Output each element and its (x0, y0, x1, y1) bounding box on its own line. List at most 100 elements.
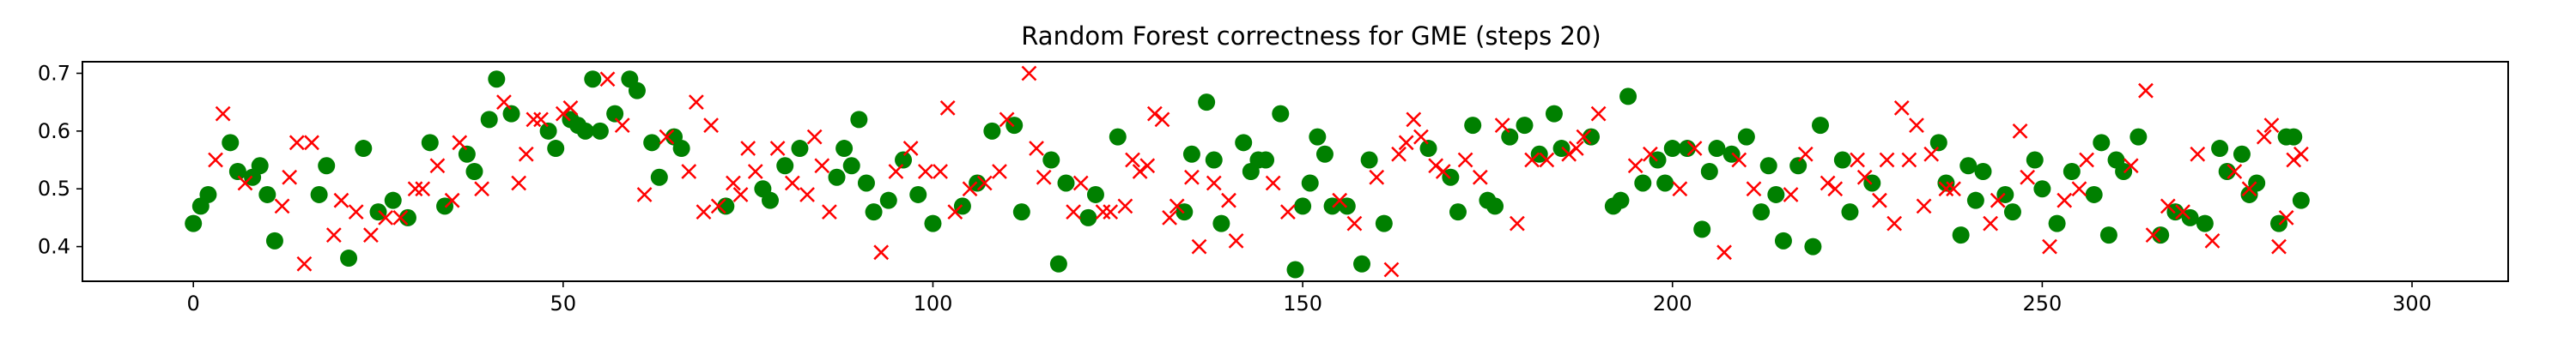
incorrect-point (992, 164, 1007, 179)
correct-point (1353, 255, 1371, 273)
incorrect-point (274, 198, 290, 214)
incorrect-point (1590, 105, 1607, 122)
incorrect-point (1990, 192, 2006, 208)
incorrect-point (1568, 141, 1584, 156)
incorrect-point (917, 164, 933, 179)
correct-point (2181, 208, 2199, 226)
correct-point (895, 151, 913, 169)
correct-point (2196, 214, 2214, 232)
incorrect-point (1332, 192, 1348, 208)
correct-point (1042, 151, 1060, 169)
plot-marks (185, 65, 2310, 279)
correct-point (1442, 168, 1460, 186)
incorrect-point (1428, 158, 1444, 174)
incorrect-point (1886, 215, 1903, 232)
incorrect-point (2175, 204, 2190, 220)
incorrect-point (325, 227, 342, 243)
correct-point (842, 157, 860, 175)
correct-point (761, 191, 779, 209)
incorrect-point (2123, 158, 2139, 174)
incorrect-point (1916, 198, 1932, 214)
incorrect-point (444, 192, 460, 208)
correct-point (2093, 134, 2111, 152)
correct-point (2211, 140, 2229, 158)
correct-point (1753, 203, 1771, 221)
correct-point (421, 134, 439, 152)
incorrect-point (1827, 181, 1844, 197)
correct-point (865, 203, 883, 221)
incorrect-point (806, 129, 823, 145)
correct-point (791, 140, 809, 158)
correct-point (1005, 117, 1024, 135)
incorrect-point (555, 105, 571, 122)
incorrect-point (1021, 65, 1037, 81)
correct-point (1966, 191, 1984, 209)
incorrect-point (1066, 204, 1082, 220)
incorrect-point (710, 198, 726, 214)
incorrect-point (1872, 192, 1887, 208)
incorrect-point (1850, 152, 1865, 168)
incorrect-point (1820, 175, 1836, 191)
correct-point (1833, 151, 1851, 169)
incorrect-point (1221, 192, 1236, 208)
correct-point (2033, 180, 2051, 198)
incorrect-point (1146, 105, 1163, 122)
correct-point (2292, 191, 2310, 209)
incorrect-point (1095, 204, 1111, 220)
correct-point (1501, 128, 1519, 146)
incorrect-point (1072, 175, 1089, 191)
incorrect-point (1893, 100, 1910, 116)
correct-point (1863, 174, 1881, 192)
incorrect-point (1576, 129, 1592, 145)
correct-point (1049, 255, 1067, 273)
incorrect-point (933, 164, 948, 179)
incorrect-point (2190, 146, 2206, 162)
y-tick-label: 0.6 (38, 119, 70, 143)
incorrect-point (2160, 198, 2176, 214)
correct-point (1937, 174, 1955, 192)
incorrect-point (2293, 146, 2309, 162)
correct-point (1552, 140, 1571, 158)
correct-point (1722, 145, 1741, 163)
correct-point (1693, 220, 1711, 238)
plot-frame (82, 61, 2509, 282)
incorrect-point (1472, 169, 1488, 185)
correct-point (1634, 174, 1652, 192)
incorrect-point (208, 152, 223, 168)
incorrect-point (732, 187, 749, 202)
incorrect-point (518, 146, 534, 162)
incorrect-point (799, 187, 815, 202)
correct-point (1841, 203, 1859, 221)
incorrect-point (873, 244, 890, 261)
x-tick-label: 50 (550, 292, 577, 316)
incorrect-point (1783, 187, 1799, 202)
correct-point (1309, 128, 1327, 146)
incorrect-point (2020, 169, 2036, 185)
incorrect-point (215, 105, 231, 122)
incorrect-point (1879, 152, 1895, 168)
incorrect-point (1184, 169, 1200, 185)
incorrect-point (1383, 262, 1400, 278)
correct-point (857, 174, 875, 192)
correct-point (1360, 151, 1378, 169)
correct-point (1198, 93, 1216, 111)
incorrect-point (688, 94, 704, 111)
correct-point (628, 81, 646, 99)
incorrect-point (2263, 117, 2280, 133)
correct-point (1086, 185, 1104, 203)
incorrect-point (1901, 152, 1917, 168)
incorrect-point (237, 175, 253, 191)
incorrect-point (533, 111, 549, 128)
incorrect-point (1627, 158, 1643, 174)
incorrect-point (681, 164, 697, 179)
correct-point (1656, 174, 1674, 192)
correct-point (591, 122, 609, 140)
incorrect-point (1539, 152, 1555, 168)
incorrect-point (511, 175, 527, 191)
incorrect-point (2278, 210, 2294, 226)
incorrect-point (429, 158, 446, 174)
correct-point (1012, 203, 1030, 221)
incorrect-point (888, 164, 904, 179)
incorrect-point (392, 210, 409, 226)
incorrect-point (1856, 169, 1873, 185)
